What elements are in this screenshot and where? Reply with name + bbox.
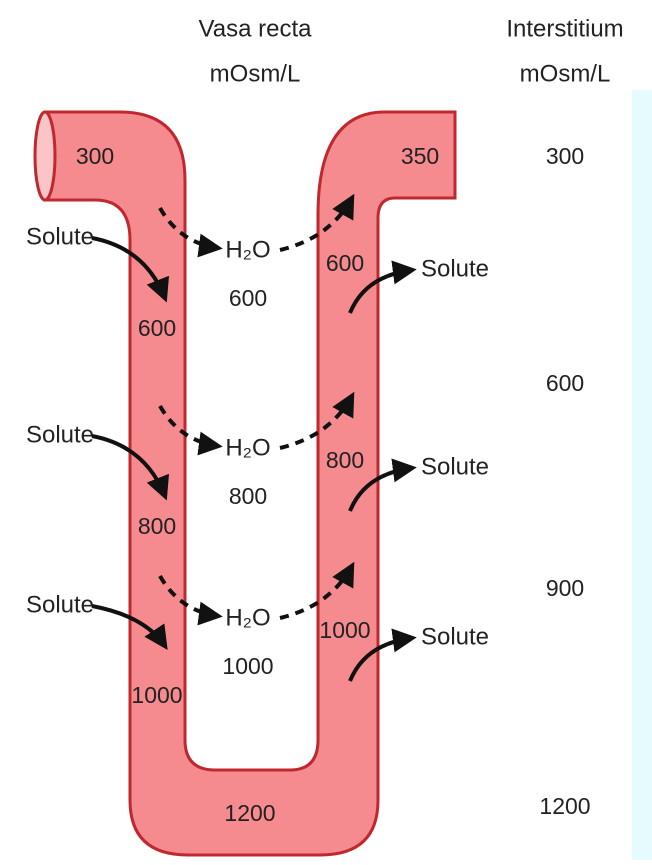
side-strip xyxy=(632,90,652,860)
vessel-value: 1000 xyxy=(131,682,182,708)
solute-label: Solute xyxy=(26,421,94,448)
water-label: H₂O xyxy=(225,604,270,631)
exchange-value: 800 xyxy=(229,483,267,509)
exchange-rows: Solute H₂O 600 Solute Solute H₂O 800 Solute Solu… xyxy=(26,198,489,681)
vessel-value: 600 xyxy=(326,250,364,276)
water-label: H₂O xyxy=(225,434,270,461)
solute-label: Solute xyxy=(26,223,94,250)
vessel-value: 300 xyxy=(76,143,114,169)
solute-label: Solute xyxy=(421,255,489,282)
header-unit: mOsm/L xyxy=(520,60,611,87)
solute-label: Solute xyxy=(421,453,489,480)
exchange-value: 1000 xyxy=(222,653,273,679)
vessel-value: 800 xyxy=(138,513,176,539)
header-unit: mOsm/L xyxy=(210,60,301,87)
solute-label: Solute xyxy=(421,623,489,650)
vessel-value: 1000 xyxy=(319,617,370,643)
interstitium-value: 1200 xyxy=(539,793,590,819)
water-label: H₂O xyxy=(225,236,270,263)
vessel-value: 800 xyxy=(326,447,364,473)
interstitium-value: 600 xyxy=(546,370,584,396)
vessel-value: 350 xyxy=(401,143,439,169)
interstitium-value: 900 xyxy=(546,575,584,601)
vessel-opening xyxy=(35,112,55,200)
solute-label: Solute xyxy=(26,591,94,618)
header-title: Vasa recta xyxy=(199,15,313,42)
exchange-value: 600 xyxy=(229,285,267,311)
vessel-value: 1200 xyxy=(224,800,275,826)
diagram: Vasa recta mOsm/L Interstitium mOsm/L 30… xyxy=(0,0,652,860)
page: Vasa recta mOsm/L Interstitium mOsm/L 30… xyxy=(0,0,652,860)
interstitium-value: 300 xyxy=(546,143,584,169)
header-title: Interstitium xyxy=(506,15,623,42)
vessel-value: 600 xyxy=(138,315,176,341)
